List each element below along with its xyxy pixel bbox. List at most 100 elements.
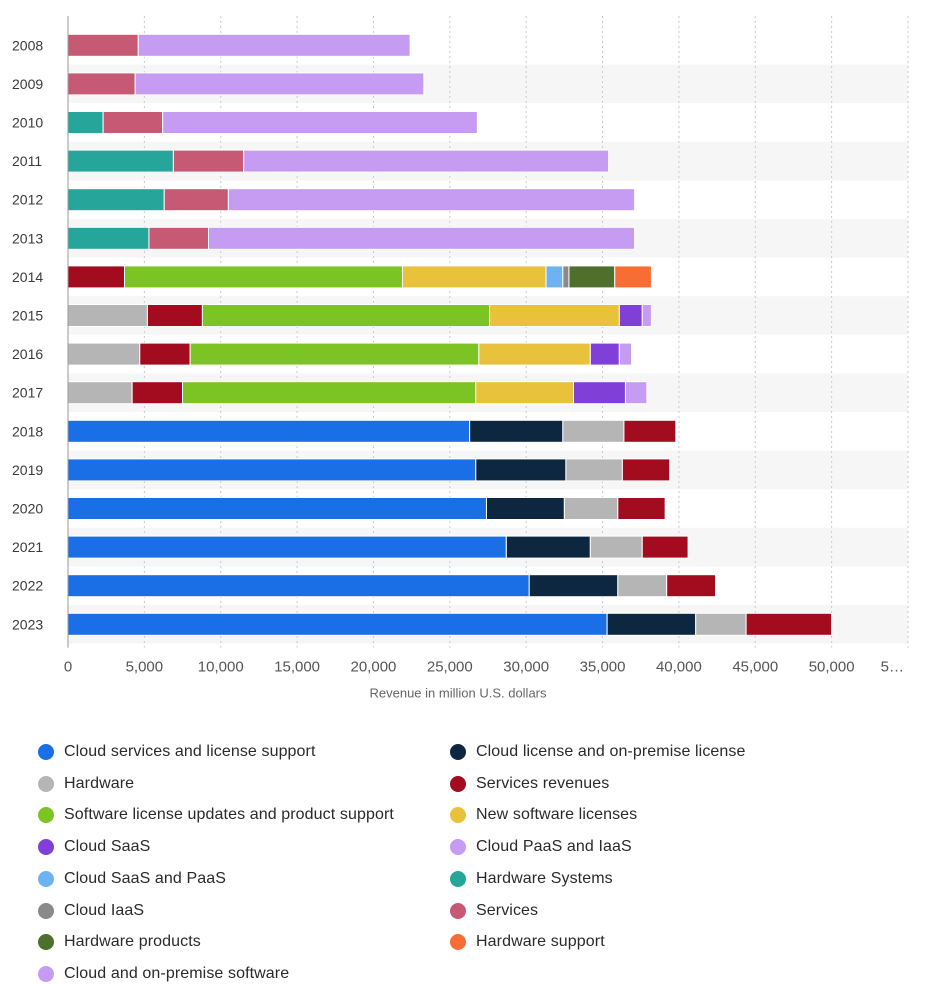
- bar-segment[interactable]: [401, 265, 547, 289]
- bar-segment[interactable]: [505, 535, 591, 559]
- bar-segment[interactable]: [589, 535, 643, 559]
- bar-segment[interactable]: [67, 612, 608, 636]
- legend-label: Hardware support: [476, 933, 605, 951]
- legend-item[interactable]: Cloud license and on-premise license: [450, 740, 746, 764]
- bar-segment[interactable]: [666, 574, 717, 598]
- legend-swatch: [38, 870, 54, 887]
- bar-segment[interactable]: [67, 72, 136, 96]
- legend-label: Cloud PaaS and IaaS: [476, 838, 632, 856]
- bar-segment[interactable]: [102, 111, 164, 134]
- bar-segment[interactable]: [67, 188, 165, 212]
- legend-swatch: [450, 934, 466, 951]
- bar-segment[interactable]: [695, 612, 747, 636]
- bar-segment[interactable]: [562, 265, 570, 289]
- bar-segment[interactable]: [67, 149, 174, 173]
- bar-segment[interactable]: [563, 497, 619, 520]
- y-tick-label: 2013: [12, 230, 43, 246]
- legend-item[interactable]: Services revenues: [450, 772, 609, 796]
- bar-segment[interactable]: [475, 381, 575, 405]
- legend-item[interactable]: Cloud SaaS: [38, 835, 150, 859]
- legend-label: Hardware: [64, 774, 135, 792]
- bar-segment[interactable]: [67, 265, 126, 289]
- legend-swatch: [38, 807, 54, 824]
- bar-segment[interactable]: [201, 304, 491, 327]
- legend-label: Software license updates and product sup…: [64, 806, 394, 824]
- bar-segment[interactable]: [528, 574, 619, 598]
- bar-segment[interactable]: [67, 111, 104, 134]
- bar-segment[interactable]: [243, 149, 610, 173]
- legend-item[interactable]: Hardware support: [450, 930, 605, 954]
- bar-segment[interactable]: [189, 342, 480, 366]
- bar-segment[interactable]: [67, 304, 148, 327]
- y-tick-label: 2009: [12, 76, 43, 92]
- legend-swatch: [38, 934, 54, 951]
- legend-swatch: [450, 807, 466, 824]
- bar-segment[interactable]: [623, 419, 677, 443]
- legend-item[interactable]: Cloud IaaS: [38, 899, 144, 923]
- bar-segment[interactable]: [641, 535, 689, 559]
- bar-segment[interactable]: [614, 265, 652, 289]
- bar-segment[interactable]: [617, 574, 668, 598]
- legend-label: Cloud IaaS: [64, 901, 145, 919]
- bar-segment[interactable]: [618, 304, 643, 327]
- bar-segment[interactable]: [621, 458, 671, 482]
- legend-item[interactable]: New software licenses: [450, 803, 637, 827]
- legend-item[interactable]: Hardware: [38, 772, 134, 796]
- bar-segment[interactable]: [617, 497, 666, 520]
- legend-item[interactable]: Cloud SaaS and PaaS: [38, 867, 226, 891]
- bar-segment[interactable]: [478, 342, 591, 366]
- x-tick-label: 15,000: [274, 659, 320, 676]
- bar-segment[interactable]: [139, 342, 191, 366]
- legend-swatch: [38, 775, 54, 792]
- bar-segment[interactable]: [589, 342, 620, 366]
- bar-segment[interactable]: [67, 342, 141, 366]
- bar-segment[interactable]: [137, 33, 411, 57]
- bar-segment[interactable]: [163, 188, 229, 212]
- legend-item[interactable]: Hardware products: [38, 930, 201, 954]
- bar-segment[interactable]: [573, 381, 626, 405]
- bar-segment[interactable]: [67, 226, 150, 250]
- bar-segment[interactable]: [146, 304, 203, 327]
- bar-segment[interactable]: [148, 226, 210, 250]
- bar-segment[interactable]: [134, 72, 425, 96]
- bar-segment[interactable]: [67, 574, 530, 598]
- bar-segment[interactable]: [162, 111, 478, 134]
- bar-segment[interactable]: [208, 226, 636, 250]
- bar-segment[interactable]: [67, 381, 133, 405]
- legend-item[interactable]: Cloud services and license support: [38, 740, 316, 764]
- bar-segment[interactable]: [182, 381, 477, 405]
- bar-segment[interactable]: [485, 497, 565, 520]
- bar-segment[interactable]: [227, 188, 636, 212]
- bar-segment[interactable]: [67, 33, 139, 57]
- legend-item[interactable]: Cloud PaaS and IaaS: [450, 835, 632, 859]
- bar-segment[interactable]: [745, 612, 833, 636]
- bar-segment[interactable]: [124, 265, 403, 289]
- bar-segment[interactable]: [172, 149, 245, 173]
- legend-item[interactable]: Software license updates and product sup…: [38, 803, 394, 827]
- legend-item[interactable]: Services: [450, 899, 538, 923]
- bar-segment[interactable]: [618, 342, 633, 366]
- bar-segment[interactable]: [489, 304, 620, 327]
- bar-segment[interactable]: [67, 419, 471, 443]
- x-tick-label: 25,000: [427, 659, 473, 676]
- bar-segment[interactable]: [568, 265, 616, 289]
- bar-segment[interactable]: [67, 458, 477, 482]
- bar-segment[interactable]: [565, 458, 623, 482]
- bar-segment[interactable]: [67, 535, 507, 559]
- y-tick-label: 2022: [12, 578, 43, 594]
- legend-item[interactable]: Cloud and on-premise software: [38, 962, 289, 986]
- x-tick-label: 20,000: [351, 659, 397, 676]
- legend-item[interactable]: Hardware Systems: [450, 867, 613, 891]
- legend-swatch: [450, 744, 466, 760]
- bar-segment[interactable]: [131, 381, 184, 405]
- bar-segment[interactable]: [562, 419, 625, 443]
- x-axis-title: Revenue in million U.S. dollars: [369, 686, 547, 701]
- bar-segment[interactable]: [624, 381, 648, 405]
- bar-segment[interactable]: [606, 612, 697, 636]
- bar-segment[interactable]: [475, 458, 567, 482]
- x-tick-label: 40,000: [656, 659, 702, 676]
- bar-segment[interactable]: [67, 497, 487, 520]
- bar-segment[interactable]: [545, 265, 564, 289]
- bar-segment[interactable]: [641, 304, 652, 327]
- bar-segment[interactable]: [469, 419, 564, 443]
